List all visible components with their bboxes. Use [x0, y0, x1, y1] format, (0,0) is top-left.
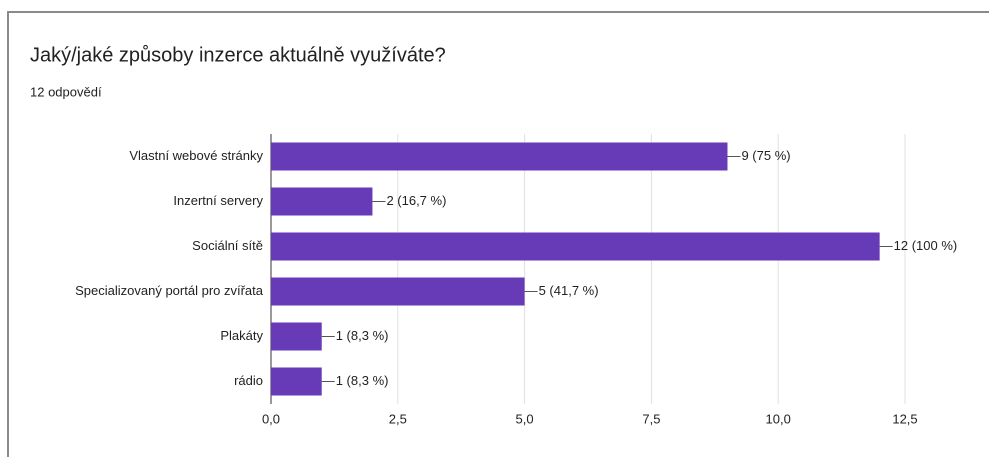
x-tick-label: 0,0 [262, 411, 280, 426]
value-label: 9 (75 %) [741, 148, 790, 163]
y-tick-label: rádio [234, 373, 263, 388]
x-tick-label: 12,5 [892, 411, 917, 426]
y-tick-label: Sociální sítě [192, 238, 263, 253]
value-label: 1 (8,3 %) [336, 328, 389, 343]
bar [271, 277, 525, 306]
chart-subtitle: 12 odpovědí [30, 84, 102, 99]
bar [271, 187, 373, 216]
value-label: 5 (41,7 %) [539, 283, 599, 298]
bar [271, 322, 322, 351]
chart-title: Jaký/jaké způsoby inzerce aktuálně využí… [30, 44, 446, 66]
bar [271, 232, 880, 261]
y-tick-label: Specializovaný portál pro zvířata [75, 283, 264, 298]
x-tick-label: 10,0 [766, 411, 791, 426]
value-label: 12 (100 %) [894, 238, 958, 253]
bar [271, 142, 728, 171]
x-tick-label: 7,5 [642, 411, 660, 426]
y-tick-label: Inzertní servery [173, 193, 263, 208]
bar [271, 367, 322, 396]
x-tick-label: 2,5 [389, 411, 407, 426]
value-label: 1 (8,3 %) [336, 373, 389, 388]
y-tick-label: Plakáty [220, 328, 263, 343]
y-tick-label: Vlastní webové stránky [129, 148, 263, 163]
x-tick-label: 5,0 [516, 411, 534, 426]
value-label: 2 (16,7 %) [386, 193, 446, 208]
